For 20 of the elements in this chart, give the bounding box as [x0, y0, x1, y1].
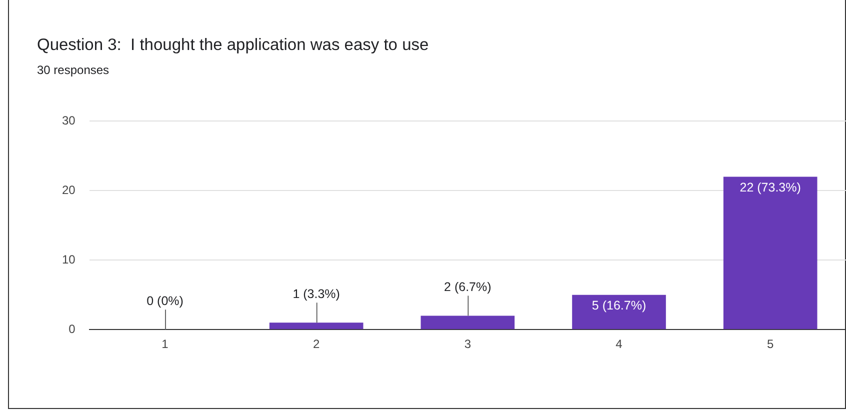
x-tick-label: 4 [616, 337, 623, 352]
x-tick-label: 2 [313, 337, 320, 352]
y-tick-label: 10 [62, 252, 76, 266]
x-tick-label: 3 [464, 337, 472, 352]
data-label: 5 (16.7%) [592, 298, 646, 313]
y-tick-label: 20 [62, 182, 76, 197]
chart-subtitle: 30 responses [37, 63, 110, 77]
chart-title: Question 3: I thought the application was easy to use [37, 36, 429, 55]
data-label: 0 (0%) [146, 294, 184, 308]
x-tick-label: 5 [766, 337, 774, 352]
bar [723, 176, 818, 330]
bar [420, 316, 515, 330]
bar [572, 294, 666, 330]
data-label: 1 (3.3%) [292, 286, 340, 301]
data-label: 22 (73.3%) [740, 180, 801, 194]
bar [269, 322, 364, 330]
data-label: 2 (6.7%) [444, 280, 492, 294]
y-tick-label: 0 [68, 322, 76, 336]
y-tick-label: 30 [62, 114, 76, 128]
x-tick-label: 1 [162, 337, 169, 352]
